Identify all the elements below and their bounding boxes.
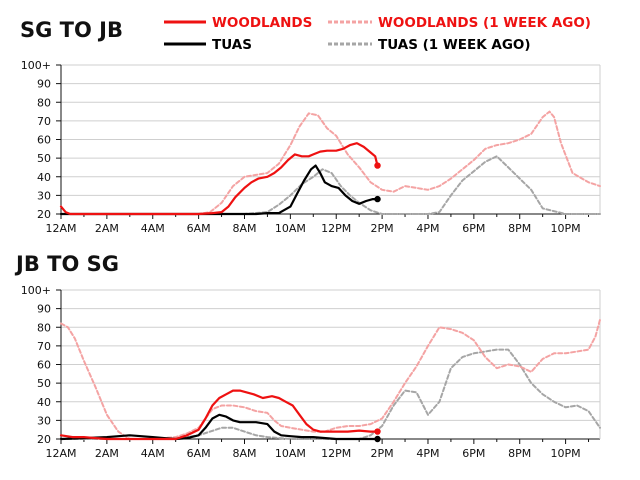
legend-woodlands-prev-label: WOODLANDS (1 WEEK AGO) xyxy=(378,15,591,31)
jb-to-sg-x-tick-label: 4PM xyxy=(416,447,439,460)
sg-to-jb-y-tick-label: 50 xyxy=(37,152,51,165)
sg-to-jb-y-tick-label: 90 xyxy=(37,78,51,91)
legend-tuas-prev-label: TUAS (1 WEEK AGO) xyxy=(378,37,531,53)
sg-to-jb-series-tuas-1-week-ago xyxy=(60,155,601,215)
sg-to-jb-y-tick-label: 40 xyxy=(37,171,51,184)
sg-to-jb-x-tick-label: 2AM xyxy=(95,222,119,235)
sg-to-jb-x-tick-label: 2PM xyxy=(371,222,394,235)
legend-tuas-label: TUAS xyxy=(212,37,252,53)
legend-woodlands-label: WOODLANDS xyxy=(212,15,312,31)
jb-to-sg-series-tuas xyxy=(59,413,379,441)
sg-to-jb-x-tick-label: 6PM xyxy=(462,222,485,235)
sg-to-jb-x-tick-label: 8PM xyxy=(508,222,531,235)
jb-to-sg-title: JB TO SG xyxy=(14,252,119,276)
sg-to-jb-y-tick-label: 100+ xyxy=(21,59,51,72)
sg-to-jb-y-tick-label: 70 xyxy=(37,115,51,128)
jb-to-sg-x-tick-label: 4AM xyxy=(141,447,165,460)
jb-to-sg-x-tick-label: 12PM xyxy=(321,447,351,460)
sg-to-jb-tuas-end-point xyxy=(374,195,381,203)
jb-to-sg-chart: 20 30 40 50 60 70 80 90 100+ 12AM 2AM 4AM 6AM 8AM 10AM… xyxy=(21,284,601,460)
jb-to-sg-y-tick-label: 20 xyxy=(37,433,51,446)
jb-to-sg-y-tick-label: 50 xyxy=(37,377,51,390)
jb-to-sg-y-tick-label: 60 xyxy=(37,359,51,372)
sg-to-jb-x-tick-label: 4PM xyxy=(416,222,439,235)
sg-to-jb-y-tick-label: 30 xyxy=(37,189,51,202)
sg-to-jb-x-tick-label: 10AM xyxy=(275,222,306,235)
jb-to-sg-tuas-end-point xyxy=(374,435,381,443)
sg-to-jb-x-tick-label: 6AM xyxy=(187,222,211,235)
jb-to-sg-y-tick-label: 70 xyxy=(37,340,51,353)
jb-to-sg-x-tick-label: 10PM xyxy=(551,447,581,460)
jb-to-sg-x-tick-label: 2PM xyxy=(371,447,394,460)
jb-to-sg-y-tick-label: 90 xyxy=(37,303,51,316)
legend: WOODLANDS TUAS WOODLANDS (1 WEEK AGO) TU… xyxy=(164,15,591,53)
jb-to-sg-y-tick-label: 30 xyxy=(37,414,51,427)
sg-to-jb-series-tuas xyxy=(59,164,379,216)
jb-to-sg-y-tick-label: 80 xyxy=(37,321,51,334)
sg-to-jb-x-tick-label: 8AM xyxy=(232,222,256,235)
jb-to-sg-y-tick-label: 40 xyxy=(37,396,51,409)
sg-to-jb-y-tick-label: 80 xyxy=(37,96,51,109)
sg-to-jb-series-woodlands-1-week-ago xyxy=(60,110,601,215)
jb-to-sg-x-tick-label: 8PM xyxy=(508,447,531,460)
jb-to-sg-x-tick-label: 10AM xyxy=(275,447,306,460)
sg-to-jb-title: SG TO JB xyxy=(20,18,123,42)
jb-to-sg-woodlands-end-point xyxy=(374,428,381,435)
sg-to-jb-woodlands-end-point xyxy=(374,162,381,169)
sg-to-jb-y-tick-label: 60 xyxy=(37,134,51,147)
sg-to-jb-x-tick-label: 4AM xyxy=(141,222,165,235)
sg-to-jb-x-tick-label: 12PM xyxy=(321,222,351,235)
sg-to-jb-chart: 20 30 40 50 60 70 80 90 100+ 12AM 2AM 4AM 6AM 8AM 10AM… xyxy=(21,59,601,235)
jb-to-sg-series-woodlands-1-week-ago xyxy=(60,318,601,440)
jb-to-sg-y-tick-label: 100+ xyxy=(21,284,51,297)
sg-to-jb-x-tick-label: 12AM xyxy=(45,222,76,235)
jb-to-sg-series-woodlands xyxy=(59,389,379,441)
jb-to-sg-x-tick-label: 8AM xyxy=(232,447,256,460)
jb-to-sg-series-tuas-1-week-ago xyxy=(60,348,601,440)
sg-to-jb-series-woodlands xyxy=(59,142,379,216)
jb-to-sg-x-tick-label: 6PM xyxy=(462,447,485,460)
jb-to-sg-x-tick-label: 2AM xyxy=(95,447,119,460)
sg-to-jb-x-tick-label: 10PM xyxy=(551,222,581,235)
sg-to-jb-y-tick-label: 20 xyxy=(37,208,51,221)
jb-to-sg-x-tick-label: 12AM xyxy=(45,447,76,460)
jb-to-sg-x-tick-label: 6AM xyxy=(187,447,211,460)
